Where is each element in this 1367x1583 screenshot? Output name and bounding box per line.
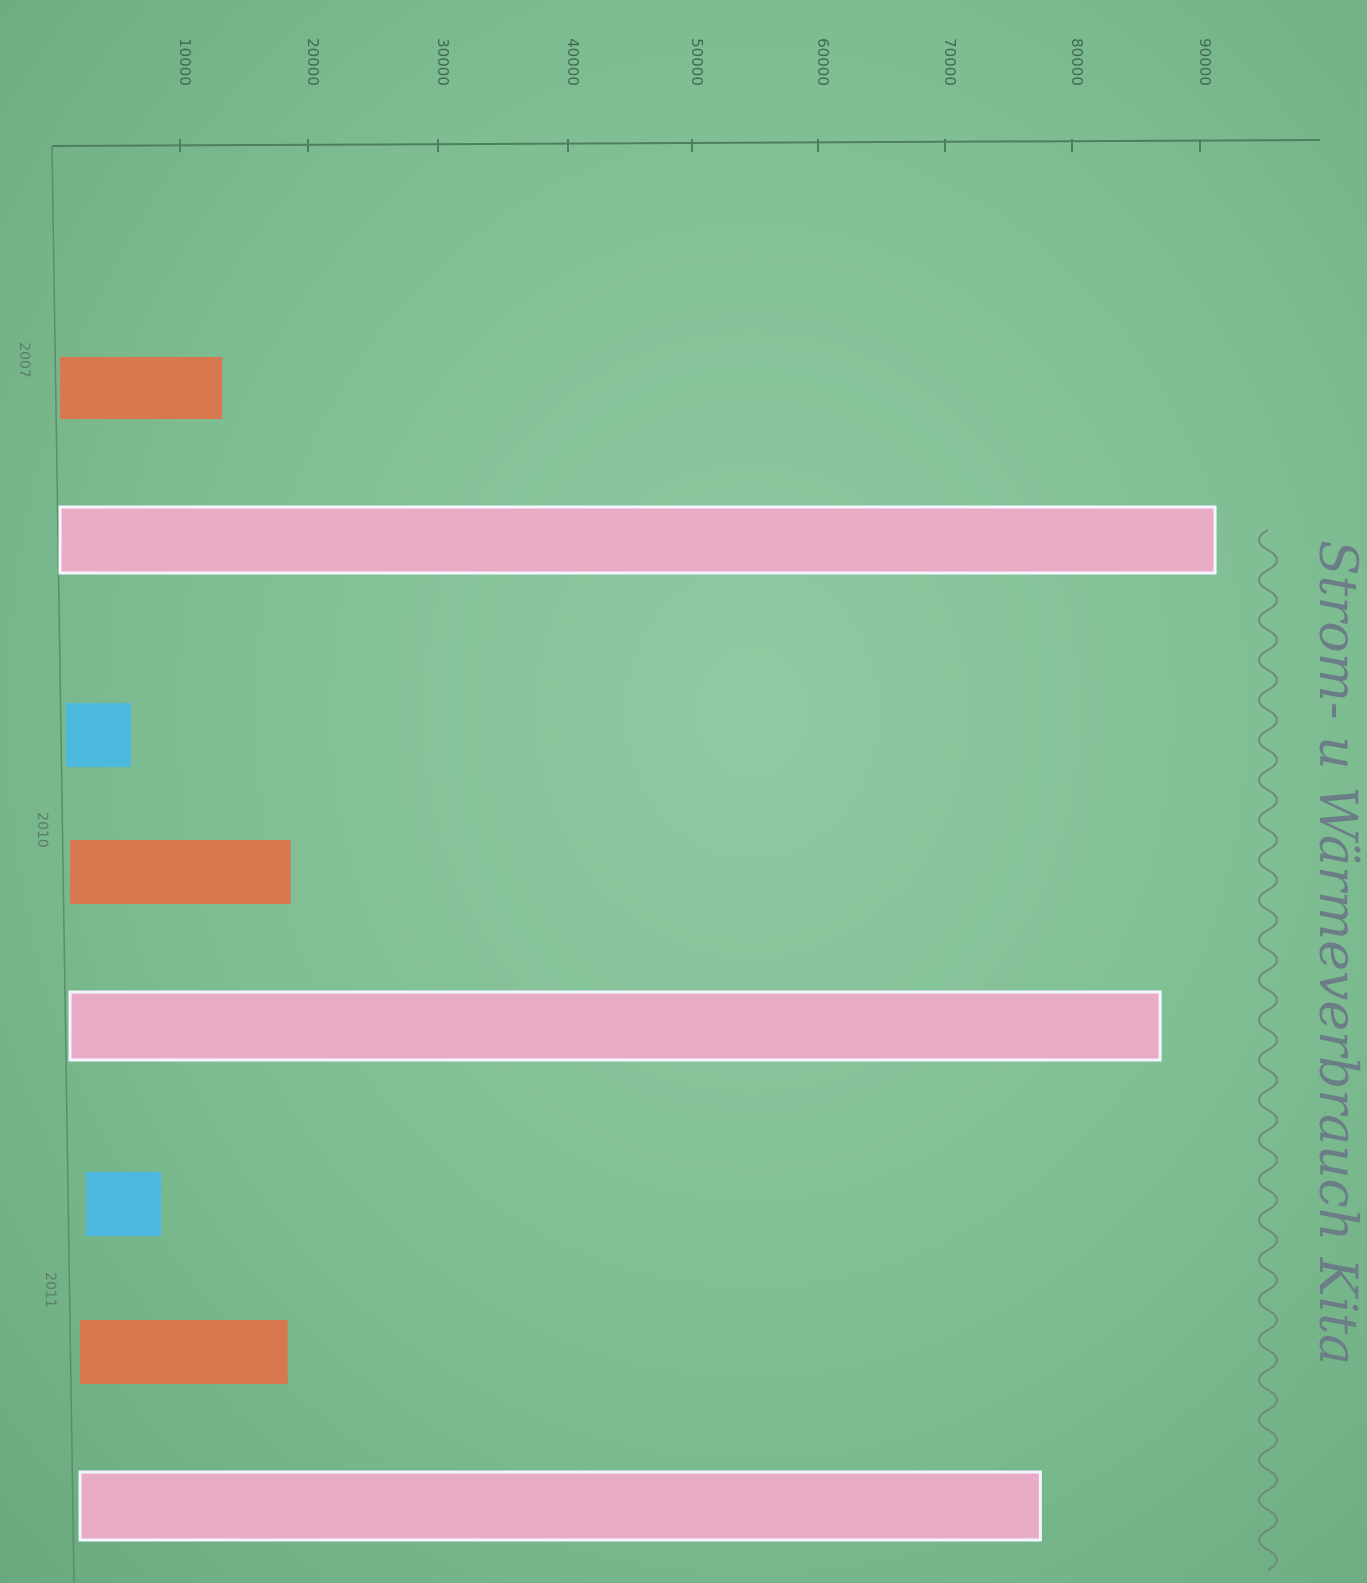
bar-blue <box>66 703 131 767</box>
title-underline <box>1258 529 1278 1571</box>
bar-orange <box>80 1320 288 1384</box>
bar-orange <box>70 840 291 904</box>
bar-pink <box>58 505 1217 575</box>
bar-orange <box>60 357 223 419</box>
tick-label: 20000 <box>304 38 322 86</box>
chart-title: Strom- u Wärmeverbrauch Kita <box>1258 529 1367 1571</box>
chart-title-text: Strom- u Wärmeverbrauch Kita <box>1307 540 1367 1365</box>
labels: 10000 20000 30000 40000 50000 60000 70000 80000… <box>16 38 1214 1308</box>
bars <box>58 357 1217 1542</box>
tick-label: 80000 <box>1068 38 1086 86</box>
category-label: 2007 <box>16 342 32 378</box>
axes <box>51 139 1321 1583</box>
category-axis-line <box>51 145 75 1583</box>
category-label: 2010 <box>34 812 50 848</box>
category-label: 2011 <box>42 1272 58 1308</box>
tick-label: 90000 <box>1196 38 1214 86</box>
value-axis-line <box>51 139 1321 147</box>
tick-label: 40000 <box>564 38 582 86</box>
bar-pink <box>78 1470 1042 1542</box>
bar-blue <box>86 1172 162 1236</box>
tick-label: 10000 <box>176 38 194 86</box>
tick-label: 30000 <box>434 38 452 86</box>
tick-label: 50000 <box>688 38 706 86</box>
tick-label: 70000 <box>941 38 959 86</box>
bar-pink <box>68 990 1162 1062</box>
tick-label: 60000 <box>814 38 832 86</box>
